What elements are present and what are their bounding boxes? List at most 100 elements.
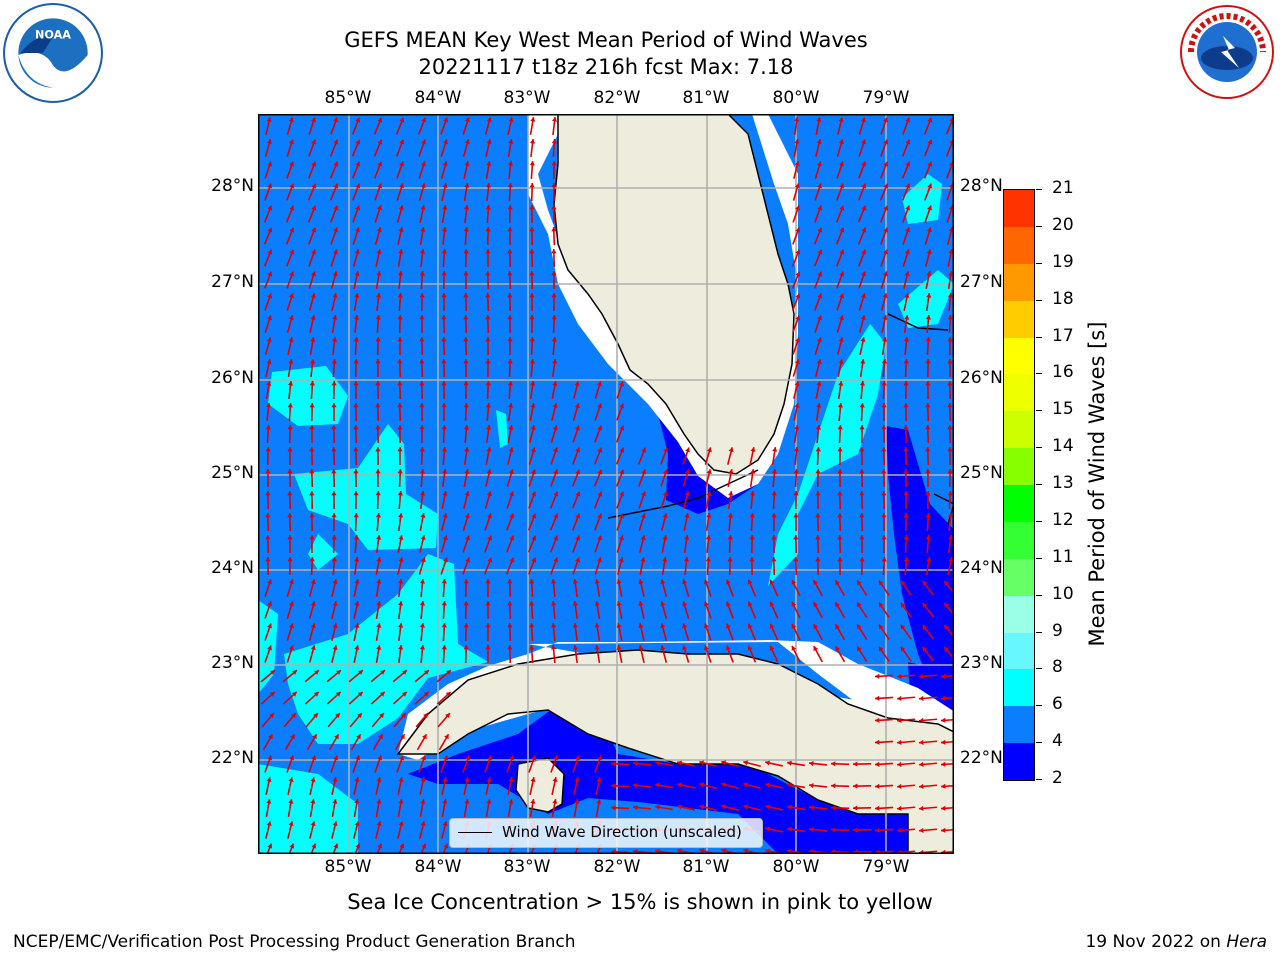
wind-wave-arrowhead — [853, 805, 858, 811]
wind-wave-arrowhead — [507, 249, 513, 254]
wind-wave-arrowhead — [331, 425, 337, 430]
wind-wave-arrowhead — [397, 293, 403, 298]
wind-wave-arrowhead — [926, 557, 932, 562]
wind-wave-arrowhead — [331, 403, 337, 408]
wind-wave-arrowhead — [331, 491, 337, 496]
wind-wave-arrowhead — [309, 381, 315, 386]
wind-wave-arrowhead — [925, 359, 931, 364]
wind-wave-arrowhead — [594, 579, 600, 584]
wind-wave-arrowhead — [552, 799, 558, 804]
wind-wave-arrowhead — [925, 425, 931, 430]
wind-wave-arrowhead — [749, 557, 755, 562]
wind-wave-arrowhead — [507, 315, 513, 320]
wind-wave-arrowhead — [289, 227, 295, 233]
colorbar-segment — [1004, 558, 1034, 596]
wind-wave-arrowhead — [507, 161, 514, 166]
period-6-8-region — [496, 410, 508, 448]
wind-wave-arrowhead — [765, 782, 770, 788]
wind-wave-arrowhead — [769, 645, 775, 651]
wind-wave-arrowhead — [531, 513, 537, 519]
wind-wave-arrowhead — [706, 491, 712, 496]
wind-wave-arrowhead — [815, 447, 821, 452]
wind-wave-arrowhead — [704, 579, 709, 585]
wind-wave-arrowhead — [507, 381, 513, 386]
wind-wave-arrowhead — [815, 535, 821, 540]
wind-wave-arrowhead — [769, 623, 775, 629]
wind-wave-arrowhead — [507, 579, 513, 584]
lat-label-right: 27°N — [960, 272, 1003, 292]
wind-wave-arrowhead — [265, 491, 271, 496]
wind-wave-arrowhead — [551, 161, 557, 166]
wind-wave-arrowhead — [398, 535, 404, 540]
wind-wave-arrowhead — [794, 403, 800, 408]
wind-wave-arrowhead — [507, 227, 513, 232]
wind-wave-arrowhead — [441, 447, 447, 452]
wind-wave-arrowhead — [611, 761, 616, 767]
wind-wave-arrowhead — [721, 804, 727, 810]
wind-wave-arrowhead — [531, 535, 537, 541]
wind-wave-arrowhead — [353, 513, 359, 518]
wind-wave-arrowhead — [464, 469, 470, 474]
colorbar-tick-label: 19 — [1052, 251, 1074, 272]
wind-wave-arrowhead — [485, 315, 491, 320]
wind-wave-arrowhead — [861, 161, 867, 167]
wind-wave-arrowhead — [420, 161, 426, 167]
wind-wave-arrowhead — [919, 827, 924, 833]
wind-wave-arrowhead — [423, 713, 428, 719]
wind-wave-arrowhead — [662, 491, 668, 497]
wind-wave-arrowhead — [853, 783, 858, 789]
wind-wave-arrowhead — [287, 469, 293, 474]
wind-wave-arrowhead — [311, 843, 317, 849]
wind-wave-arrowhead — [353, 337, 359, 342]
wind-wave-arrowhead — [419, 623, 426, 628]
wind-wave-arrowhead — [925, 403, 931, 408]
wind-wave-arrowhead — [486, 799, 492, 804]
wind-wave-arrowhead — [354, 777, 360, 782]
wind-wave-arrowhead — [875, 673, 880, 679]
wind-wave-arrowhead — [948, 557, 954, 562]
wind-wave-arrowhead — [289, 249, 295, 255]
wind-wave-arrowhead — [853, 827, 858, 833]
wind-wave-arrowhead — [900, 646, 906, 652]
wind-wave-arrowhead — [379, 713, 384, 719]
wind-wave-arrowhead — [376, 821, 382, 827]
wind-wave-arrowhead — [725, 601, 731, 607]
wind-wave-arrowhead — [398, 579, 404, 584]
wind-wave-arrowhead — [817, 315, 822, 321]
wind-wave-arrowhead — [794, 359, 800, 365]
wind-wave-arrowhead — [685, 447, 690, 453]
wind-wave-arrowhead — [721, 760, 727, 766]
wind-wave-arrowhead — [551, 183, 557, 188]
wind-wave-arrowhead — [268, 734, 273, 740]
colorbar-tick-label: 21 — [1052, 178, 1074, 198]
wind-wave-arrowhead — [927, 117, 933, 123]
wind-wave-arrowhead — [287, 535, 293, 540]
wind-wave-arrowhead — [728, 469, 734, 474]
wind-wave-arrowhead — [463, 601, 469, 606]
wind-wave-arrowhead — [309, 447, 315, 452]
wind-wave-arrowhead — [419, 447, 425, 452]
wind-wave-arrowhead — [663, 447, 669, 453]
wind-wave-arrowhead — [485, 381, 491, 386]
wind-wave-arrowhead — [897, 761, 902, 767]
wind-wave-arrowhead — [354, 293, 360, 298]
wind-wave-arrowhead — [922, 624, 928, 630]
wind-wave-arrowhead — [288, 799, 294, 804]
wind-wave-arrowhead — [900, 602, 906, 608]
wind-wave-arrowhead — [728, 491, 734, 496]
period-6-8-region — [294, 424, 438, 550]
wind-wave-arrowhead — [398, 799, 404, 804]
colorbar-tick-label: 8 — [1052, 657, 1063, 678]
wind-wave-arrowhead — [265, 535, 271, 540]
wind-wave-arrowhead — [904, 315, 910, 320]
wind-wave-arrowhead — [575, 469, 581, 475]
wind-wave-arrowhead — [463, 249, 469, 254]
wind-wave-arrowhead — [765, 826, 770, 832]
wind-wave-arrowhead — [354, 557, 360, 562]
svg-text:NOAA: NOAA — [35, 29, 71, 42]
wind-wave-arrowhead — [311, 205, 317, 211]
wind-wave-arrowhead — [743, 760, 749, 766]
wind-wave-arrowhead — [596, 799, 602, 804]
wind-wave-arrowhead — [903, 513, 909, 518]
wind-wave-arrowhead — [442, 535, 448, 541]
